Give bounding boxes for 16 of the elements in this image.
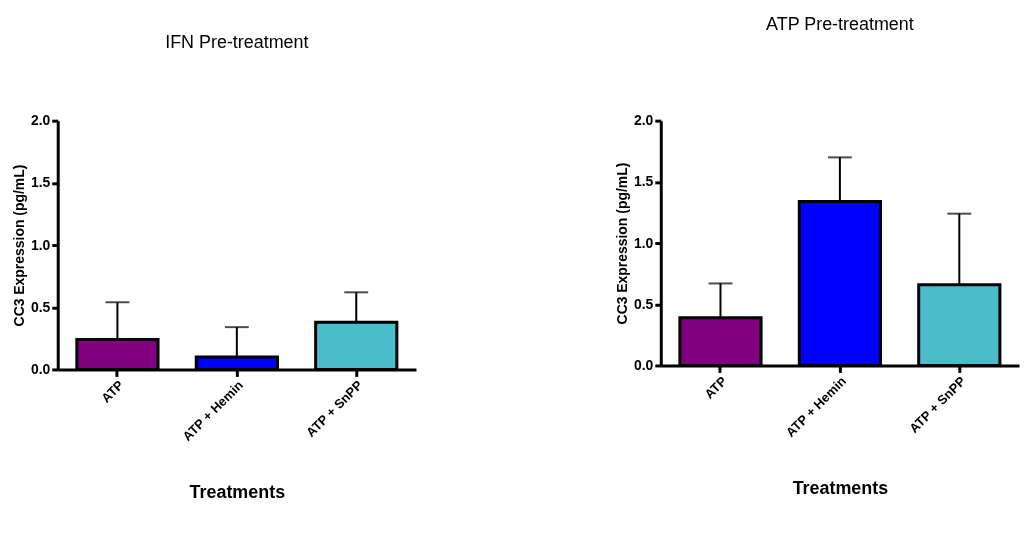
y-tick-label: 0.0 — [633, 356, 654, 373]
y-tick-label: 1.0 — [30, 236, 51, 253]
y-tick-label: 0.5 — [633, 295, 654, 312]
y-tick-label: 0.5 — [30, 298, 51, 315]
chart-title: ATP Pre-treatment — [766, 14, 914, 35]
y-axis-title: CC3 Expression (pg/mL) — [10, 164, 27, 327]
y-tick-label: 0.0 — [30, 360, 51, 377]
y-tick-label: 1.5 — [30, 174, 51, 191]
y-tick-label: 1.0 — [633, 234, 654, 251]
chart-title: IFN Pre-treatment — [165, 32, 309, 53]
y-tick-label: 1.5 — [633, 173, 654, 190]
x-axis-title: Treatments — [189, 481, 286, 502]
y-axis-title: CC3 Expression (pg/mL) — [613, 162, 630, 325]
y-tick-label: 2.0 — [30, 112, 51, 129]
x-axis-title: Treatments — [792, 477, 889, 498]
y-tick-label: 2.0 — [633, 112, 654, 129]
